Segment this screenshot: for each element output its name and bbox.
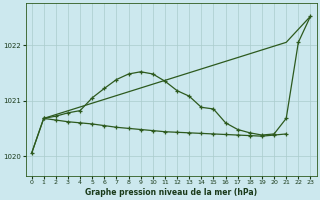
- X-axis label: Graphe pression niveau de la mer (hPa): Graphe pression niveau de la mer (hPa): [85, 188, 257, 197]
